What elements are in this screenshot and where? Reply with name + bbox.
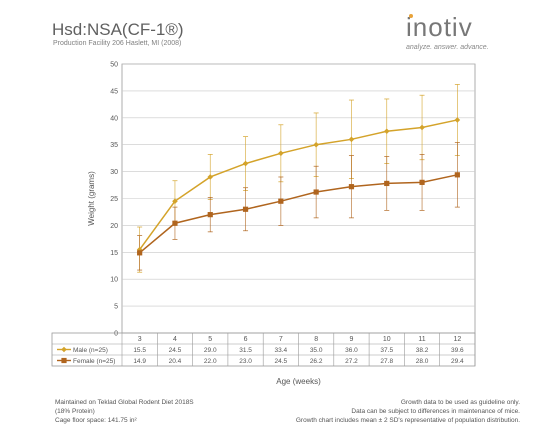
data-table-value: 20.4 — [169, 358, 182, 365]
data-table-value: 39.6 — [451, 347, 464, 354]
footer-diet-info: Maintained on Teklad Global Rodent Diet … — [55, 398, 194, 425]
data-table-value: 35.0 — [310, 347, 323, 354]
footer-line: (18% Protein) — [55, 408, 95, 415]
logo-accent-dot — [409, 14, 413, 18]
data-point — [242, 206, 249, 212]
legend-label: Female (n=25) — [73, 358, 115, 365]
data-point — [207, 174, 214, 180]
data-point — [172, 198, 178, 204]
y-tick-label: 10 — [110, 277, 118, 284]
x-tick-label: 10 — [383, 336, 391, 343]
data-point — [313, 189, 319, 195]
y-tick-label: 20 — [110, 223, 118, 230]
data-table-value: 27.2 — [345, 358, 358, 365]
x-tick-label: 7 — [279, 336, 283, 343]
data-table-value: 24.5 — [169, 347, 182, 354]
y-tick-label: 0 — [114, 331, 118, 338]
data-table-value: 31.5 — [239, 347, 252, 354]
chart-title: Hsd:NSA(CF-1®) — [52, 20, 184, 39]
data-point — [278, 150, 284, 157]
footer-line: Growth chart includes mean ± 2 SD's repr… — [295, 417, 520, 424]
data-point — [136, 246, 143, 253]
data-table-value: 36.0 — [345, 347, 358, 354]
legend-marker — [61, 357, 67, 364]
series-line — [139, 119, 458, 251]
data-table-value: 37.5 — [380, 347, 393, 354]
footer-line: Data can be subject to differences in ma… — [351, 408, 520, 415]
data-table-value: 33.4 — [275, 347, 288, 354]
data-point — [137, 250, 143, 256]
data-point — [384, 180, 390, 187]
y-tick-label: 40 — [110, 115, 118, 122]
logo-tagline: analyze. answer. advance. — [406, 44, 489, 51]
x-tick-label: 9 — [349, 336, 353, 343]
data-point — [278, 198, 284, 204]
series-line — [139, 174, 458, 254]
x-tick-label: 6 — [244, 336, 248, 343]
data-table-value: 22.0 — [204, 358, 217, 365]
legend-marker — [61, 346, 67, 353]
data-point — [207, 212, 213, 218]
x-axis-label: Age (weeks) — [276, 377, 321, 386]
data-table-value: 29.0 — [204, 347, 217, 354]
y-tick-label: 45 — [110, 88, 118, 95]
data-point — [454, 117, 461, 123]
y-tick-label: 15 — [110, 250, 118, 257]
data-point — [313, 141, 319, 148]
data-table-value: 28.0 — [416, 358, 429, 365]
data-table-value: 15.5 — [133, 347, 146, 354]
footer-disclaimer: Growth data to be used as guideline only… — [296, 398, 520, 425]
x-tick-label: 5 — [208, 336, 212, 343]
data-point — [348, 184, 355, 190]
data-point — [383, 128, 390, 135]
data-point — [419, 179, 425, 185]
footer-line: Growth data to be used as guideline only… — [400, 399, 520, 406]
chart-subtitle: Production Facility 206 Haslett, MI (200… — [53, 40, 182, 47]
legend-label: Male (n=25) — [73, 347, 108, 354]
brand-logo: inotiv analyze. answer. advance. — [406, 12, 489, 54]
x-tick-label: 11 — [418, 336, 425, 343]
data-point — [454, 172, 460, 178]
y-tick-label: 30 — [110, 169, 118, 176]
x-tick-label: 12 — [453, 336, 461, 343]
y-tick-label: 35 — [110, 142, 118, 149]
x-tick-label: 4 — [173, 336, 177, 343]
data-point — [348, 136, 355, 143]
data-table-value: 23.0 — [239, 358, 252, 365]
data-point — [419, 124, 425, 131]
data-point — [172, 220, 178, 226]
data-point — [242, 160, 249, 167]
x-tick-label: 3 — [138, 336, 142, 343]
y-tick-label: 50 — [110, 62, 118, 69]
data-table-value: 24.5 — [275, 358, 288, 365]
footer-line: Maintained on Teklad Global Rodent Diet … — [55, 399, 194, 406]
y-tick-label: 25 — [110, 196, 118, 203]
data-table-value: 26.2 — [310, 358, 323, 365]
data-table-value: 38.2 — [416, 347, 429, 354]
y-tick-label: 5 — [114, 304, 118, 311]
x-tick-label: 8 — [314, 336, 318, 343]
data-table-value: 14.9 — [133, 358, 146, 365]
logo-wordmark: inotiv — [406, 12, 473, 42]
y-axis-label: Weight (grams) — [87, 171, 96, 226]
data-table-value: 27.8 — [380, 358, 393, 365]
footer-line: Cage floor space: 141.75 in² — [55, 417, 137, 424]
data-table-value: 29.4 — [451, 358, 464, 365]
